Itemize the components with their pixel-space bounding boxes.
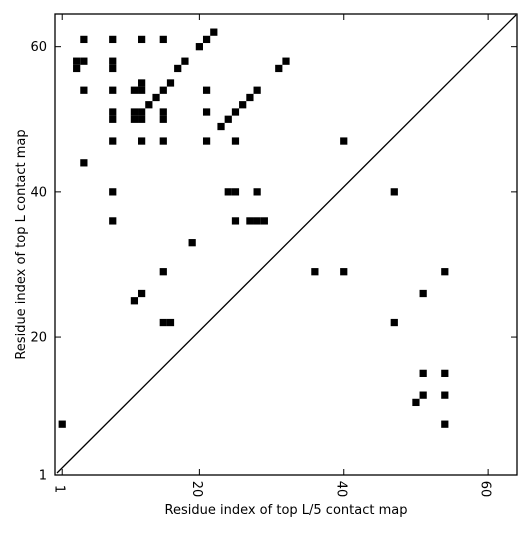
diagonal-line <box>56 14 517 474</box>
contact-cell-upper <box>181 57 189 65</box>
x-tick-label: 60 <box>478 481 493 498</box>
contact-cell-lower <box>311 268 319 276</box>
plot-frame <box>54 13 518 476</box>
contact-cell-upper <box>109 64 117 73</box>
contact-cell-upper <box>80 86 88 94</box>
contact-cell-lower <box>138 289 146 298</box>
contact-cell-upper <box>130 115 139 123</box>
contact-cell-upper <box>109 57 117 65</box>
contact-cell-upper <box>231 137 240 145</box>
contact-cell-lower <box>441 369 449 377</box>
x-tick-label: 20 <box>189 481 204 498</box>
contact-cell-upper <box>174 64 182 73</box>
contact-cell-upper <box>109 35 117 44</box>
y-tick-label: 20 <box>30 331 47 346</box>
contact-cell-upper <box>138 86 146 94</box>
contact-cell-lower <box>412 398 420 407</box>
contact-cell-upper <box>109 86 117 94</box>
contact-cell-upper <box>246 217 254 225</box>
contact-cell-lower <box>419 289 427 298</box>
contact-cell-lower <box>419 369 427 377</box>
contact-cell-upper <box>138 137 146 145</box>
contact-cell-upper <box>202 108 211 116</box>
contact-cell-upper <box>80 159 88 167</box>
contact-cell-upper <box>246 93 254 102</box>
contact-cell-upper <box>253 188 261 196</box>
contact-cell-upper <box>253 86 261 94</box>
contact-cell-upper <box>138 35 146 44</box>
contact-cell-upper <box>73 57 81 65</box>
x-axis-label: Residue index of top L/5 contact map <box>165 503 408 518</box>
contact-cell-lower <box>340 268 348 276</box>
contact-cell-upper <box>130 86 139 94</box>
contact-cell-upper <box>202 35 211 44</box>
y-tick-label: 40 <box>30 185 47 200</box>
contact-cell-lower <box>390 318 398 327</box>
contact-cell-upper <box>145 101 153 109</box>
contact-cell-lower <box>130 297 139 305</box>
contact-cell-upper <box>73 64 81 73</box>
contact-cell-lower <box>441 391 449 399</box>
contact-cell-upper <box>202 137 211 145</box>
contact-cell-upper <box>80 57 88 65</box>
contact-cell-upper <box>109 108 117 116</box>
contact-cell-upper <box>138 79 146 87</box>
contact-cell-lower <box>159 268 167 276</box>
contact-cell-upper <box>159 115 167 123</box>
contact-cell-upper <box>159 35 167 44</box>
contact-cell-upper <box>224 188 232 196</box>
contact-cell-upper <box>138 115 146 123</box>
contact-cell-upper <box>282 57 290 65</box>
y-tick-label: 1 <box>39 469 47 484</box>
contact-cell-upper <box>188 239 196 247</box>
contact-cell-lower <box>166 318 175 327</box>
contact-cell-upper <box>231 108 240 116</box>
contact-cell-upper <box>109 217 117 225</box>
axis-ticks: 1 20 40 60 1 20 40 60 <box>30 14 517 497</box>
contact-cell-upper <box>340 137 348 145</box>
contact-cell-lower <box>441 268 449 276</box>
contact-cell-upper <box>159 137 167 145</box>
contact-cell-lower <box>159 318 167 327</box>
x-tick-label: 40 <box>333 481 348 498</box>
contact-cell-upper <box>80 35 88 44</box>
contact-cell-upper <box>202 86 211 94</box>
y-tick-label: 60 <box>30 40 47 55</box>
y-axis-label: Residue index of top L contact map <box>14 129 29 359</box>
contact-cell-upper <box>224 115 232 123</box>
contact-cell-upper <box>130 108 139 116</box>
contact-cell-upper <box>109 188 117 196</box>
contact-cell-upper <box>159 86 167 94</box>
contact-cell-upper <box>159 108 167 116</box>
contact-cell-upper <box>253 217 261 225</box>
contact-cell-upper <box>217 122 225 131</box>
contact-cell-upper <box>260 217 268 225</box>
contact-cell-lower <box>441 420 449 428</box>
x-tick-label: 1 <box>52 485 67 493</box>
contact-cell-upper <box>166 79 175 87</box>
contact-cell-upper <box>138 108 146 116</box>
contact-cell-upper <box>239 101 247 109</box>
contact-cell-upper <box>275 64 283 73</box>
contact-cell-upper <box>390 188 398 196</box>
contact-cell-upper <box>152 93 160 102</box>
contact-cell-upper <box>231 217 240 225</box>
contact-cell-upper <box>210 28 218 36</box>
contact-cell-upper <box>109 115 117 123</box>
contact-cell-upper <box>195 43 203 51</box>
contact-cell-lower <box>419 391 427 399</box>
contact-cells <box>58 28 449 428</box>
contact-cell-lower <box>58 420 66 428</box>
contact-cell-upper <box>231 188 240 196</box>
contact-cell-upper <box>109 137 117 145</box>
